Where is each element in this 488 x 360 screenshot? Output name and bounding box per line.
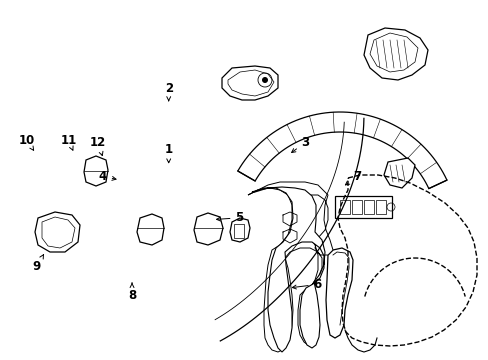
Polygon shape [84,156,108,186]
Polygon shape [339,200,349,214]
Text: 6: 6 [292,278,321,291]
Text: 2: 2 [164,82,172,101]
Text: 3: 3 [291,136,309,153]
Polygon shape [222,66,278,100]
Polygon shape [35,212,80,252]
Polygon shape [363,200,373,214]
Polygon shape [375,200,385,214]
Polygon shape [334,196,391,218]
Polygon shape [194,213,223,245]
Polygon shape [137,214,163,245]
Text: 11: 11 [60,134,77,150]
Circle shape [262,77,267,83]
Polygon shape [229,218,249,242]
Text: 7: 7 [345,170,360,185]
Text: 5: 5 [216,211,243,224]
Polygon shape [234,224,244,238]
Polygon shape [237,112,446,189]
Text: 8: 8 [128,283,136,302]
Polygon shape [251,187,325,352]
Polygon shape [363,28,427,80]
Text: 10: 10 [19,134,35,150]
Text: 1: 1 [164,143,172,163]
Polygon shape [227,70,273,96]
Polygon shape [351,200,361,214]
Polygon shape [369,33,417,72]
Polygon shape [383,158,414,188]
Text: 9: 9 [33,255,43,273]
Polygon shape [247,182,332,352]
Text: 4: 4 [99,170,116,183]
Text: 12: 12 [89,136,106,156]
Polygon shape [42,217,75,248]
Polygon shape [325,248,352,338]
